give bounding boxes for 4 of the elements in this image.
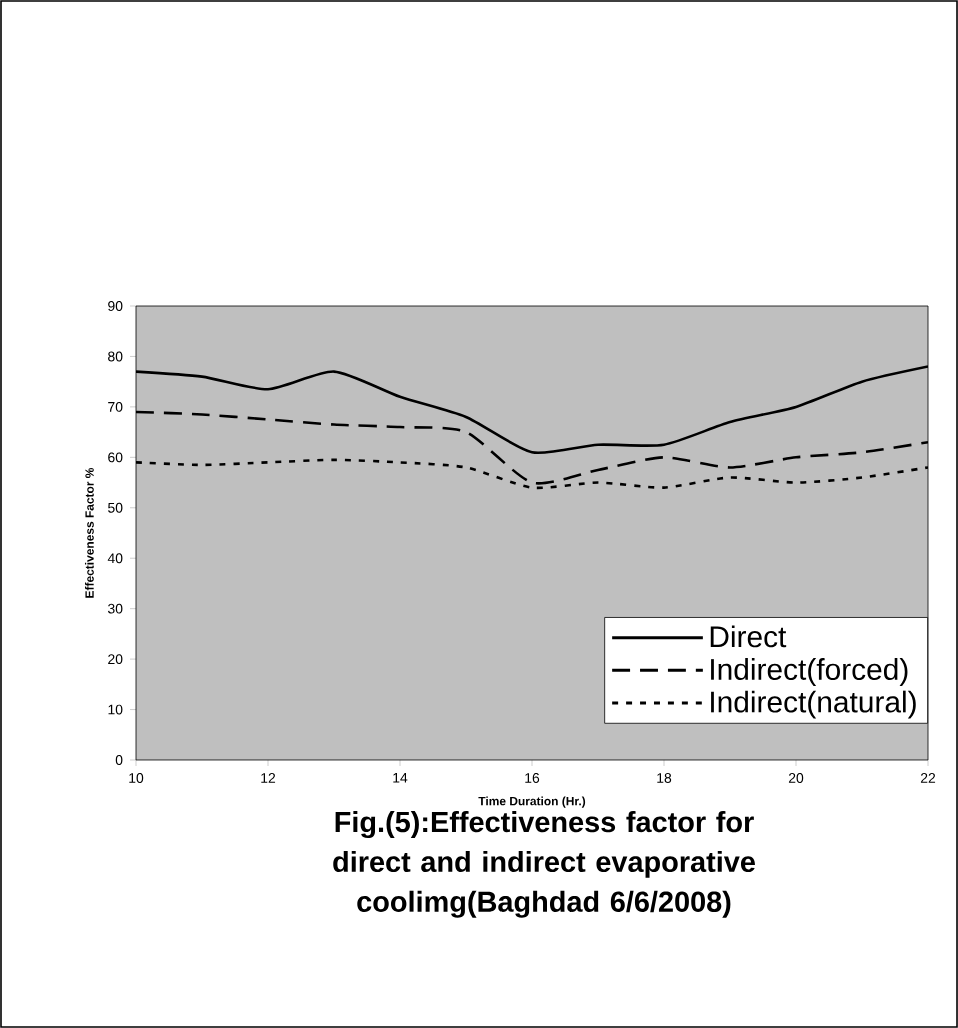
legend-label: Indirect(natural) <box>711 690 916 719</box>
legend-label: Direct <box>710 625 787 648</box>
legend-label: Indirect(forced) <box>711 658 908 686</box>
text: Fig.(5):Effectiveness factor for direct and indirect evaporative coolimg(Baghdad 6/6/2008) <box>333 811 755 918</box>
